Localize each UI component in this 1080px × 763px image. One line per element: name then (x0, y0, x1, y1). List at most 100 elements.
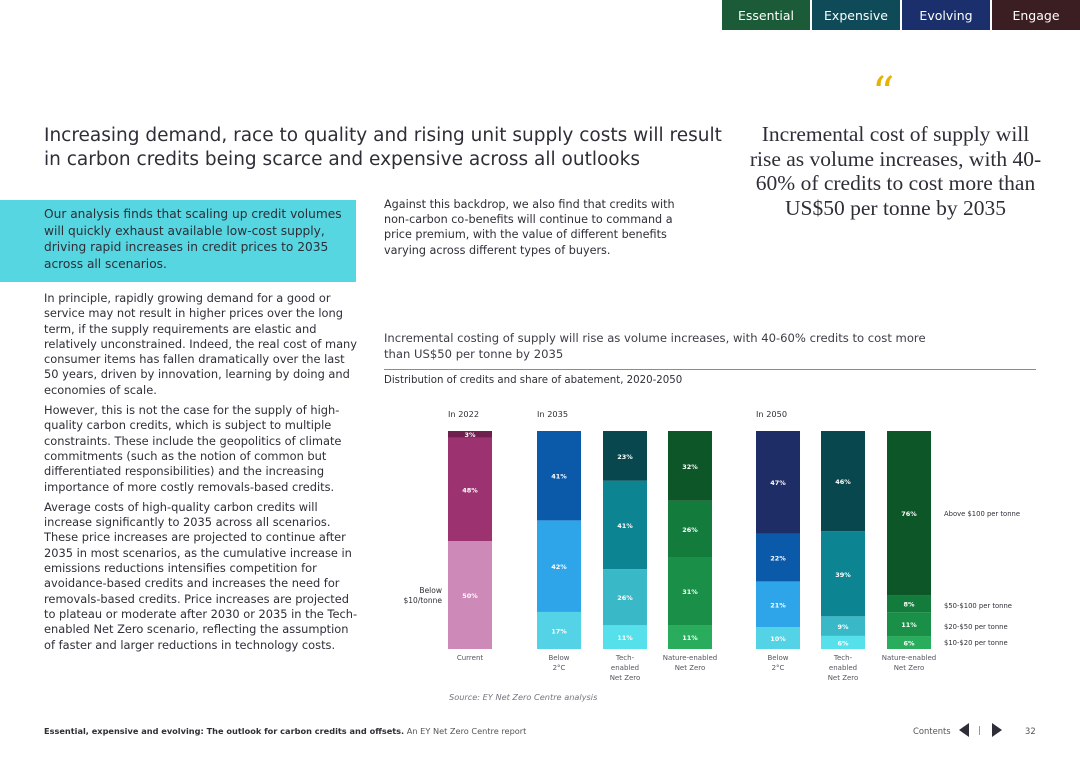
data-label: 26% (682, 526, 698, 534)
category-label: Below (548, 654, 569, 662)
bar-segment (668, 557, 712, 626)
contents-link[interactable]: Contents (913, 726, 951, 736)
data-label: 32% (682, 463, 698, 471)
bar-segment (448, 431, 492, 438)
legend-label: $10-$20 per tonne (944, 639, 1008, 647)
data-label: 6% (837, 639, 849, 647)
data-label: 48% (462, 486, 478, 494)
category-label: 2°C (553, 664, 566, 672)
footer-title: Essential, expensive and evolving: The o… (44, 726, 526, 736)
data-label: 42% (551, 563, 567, 571)
bar-segment (537, 611, 581, 649)
data-label: 3% (464, 431, 476, 439)
group-label: In 2035 (537, 409, 568, 419)
category-label: Net Zero (675, 664, 706, 672)
category-label: Tech- (615, 654, 635, 662)
quote-mark-icon: “ (872, 68, 895, 119)
tab-expensive[interactable]: Expensive (812, 0, 900, 30)
group-label: In 2022 (448, 409, 479, 419)
bar-segment (756, 533, 800, 582)
bar-segment (448, 541, 492, 649)
data-label: 39% (835, 571, 851, 579)
next-page-icon[interactable] (992, 723, 1002, 737)
intro-paragraph: Against this backdrop, we also find that… (384, 198, 675, 257)
bar-segment (603, 625, 647, 649)
group-label: In 2050 (756, 409, 787, 419)
bar-segment (821, 431, 865, 532)
body-paragraph: However, this is not the case for the su… (44, 403, 342, 494)
bar-segment (603, 569, 647, 626)
bar-segment (756, 627, 800, 649)
data-label: 11% (682, 634, 698, 642)
stacked-bar-chart: In 2022 In 2035 In 2050 50% 48% 3% Current 17% 4… (404, 409, 1021, 682)
data-label: 46% (835, 478, 851, 486)
tab-essential[interactable]: Essential (722, 0, 810, 30)
body-paragraph: In principle, rapidly growing demand for… (44, 291, 358, 397)
bar-segment (537, 520, 581, 612)
category-label: Net Zero (894, 664, 925, 672)
footer-report-subtitle: An EY Net Zero Centre report (404, 726, 527, 736)
category-label: Tech- (833, 654, 853, 662)
page-headline: Increasing demand, race to quality and r… (44, 125, 722, 170)
nav-separator (979, 726, 980, 735)
data-label: 22% (770, 554, 786, 562)
section-tabs: Essential Expensive Evolving Engage (720, 0, 1080, 30)
legend-label: $50-$100 per tonne (944, 602, 1012, 610)
bar-segment (537, 431, 581, 521)
chart-source: Source: EY Net Zero Centre analysis (449, 692, 598, 702)
data-label: 26% (617, 594, 633, 602)
data-label: 9% (837, 623, 849, 631)
bar-segment (887, 636, 931, 649)
bar-segment (603, 431, 647, 481)
bar-segment (821, 616, 865, 636)
data-label: 21% (770, 601, 786, 609)
category-label: enabled (611, 664, 639, 672)
chart-title: Incremental costing of supply will rise … (384, 331, 926, 361)
pull-quote: Incremental cost of supply will rise as … (749, 122, 1042, 220)
bar-segment (668, 500, 712, 558)
legend-label: $20-$50 per tonne (944, 623, 1008, 631)
bar-segment (756, 431, 800, 534)
category-label: Current (457, 654, 484, 662)
bar-segment (887, 612, 931, 637)
body-paragraph: Average costs of high-quality carbon cre… (44, 499, 358, 652)
bar-segment (756, 581, 800, 628)
bar-segment (821, 635, 865, 649)
data-label: 41% (551, 473, 567, 481)
left-label: Below (419, 586, 442, 595)
data-label: 41% (617, 522, 633, 530)
bar-segment (448, 437, 492, 542)
data-label: 11% (901, 621, 917, 629)
category-label: Net Zero (828, 674, 859, 682)
data-label: 11% (617, 634, 633, 642)
category-label: enabled (829, 664, 857, 672)
body-text: In principle, rapidly growing demand for… (44, 291, 358, 658)
bar-segment (887, 431, 931, 596)
data-label: 76% (901, 510, 917, 518)
category-label: Below (767, 654, 788, 662)
bar-segment (668, 431, 712, 501)
bar-segment (668, 625, 712, 649)
chart-subtitle: Distribution of credits and share of aba… (384, 375, 683, 386)
data-label: 17% (551, 627, 567, 635)
highlight-box: Our analysis finds that scaling up credi… (0, 200, 356, 282)
bar-segment (603, 480, 647, 570)
page-number: 32 (1025, 726, 1036, 736)
legend-label: Above $100 per tonne (944, 510, 1020, 518)
data-label: 23% (617, 453, 633, 461)
data-label: 47% (770, 479, 786, 487)
data-label: 10% (770, 635, 786, 643)
data-label: 31% (682, 588, 698, 596)
chart-divider (384, 369, 1036, 370)
data-label: 6% (903, 640, 915, 648)
data-label: 50% (462, 592, 478, 600)
tab-evolving[interactable]: Evolving (902, 0, 990, 30)
highlight-text: Our analysis finds that scaling up credi… (44, 207, 342, 271)
data-label: 8% (903, 601, 915, 609)
category-label: Nature-enabled (882, 654, 936, 662)
category-label: Net Zero (610, 674, 641, 682)
category-label: 2°C (772, 664, 785, 672)
tab-engage[interactable]: Engage (992, 0, 1080, 30)
category-label: Nature-enabled (663, 654, 717, 662)
previous-page-icon[interactable] (959, 723, 969, 737)
